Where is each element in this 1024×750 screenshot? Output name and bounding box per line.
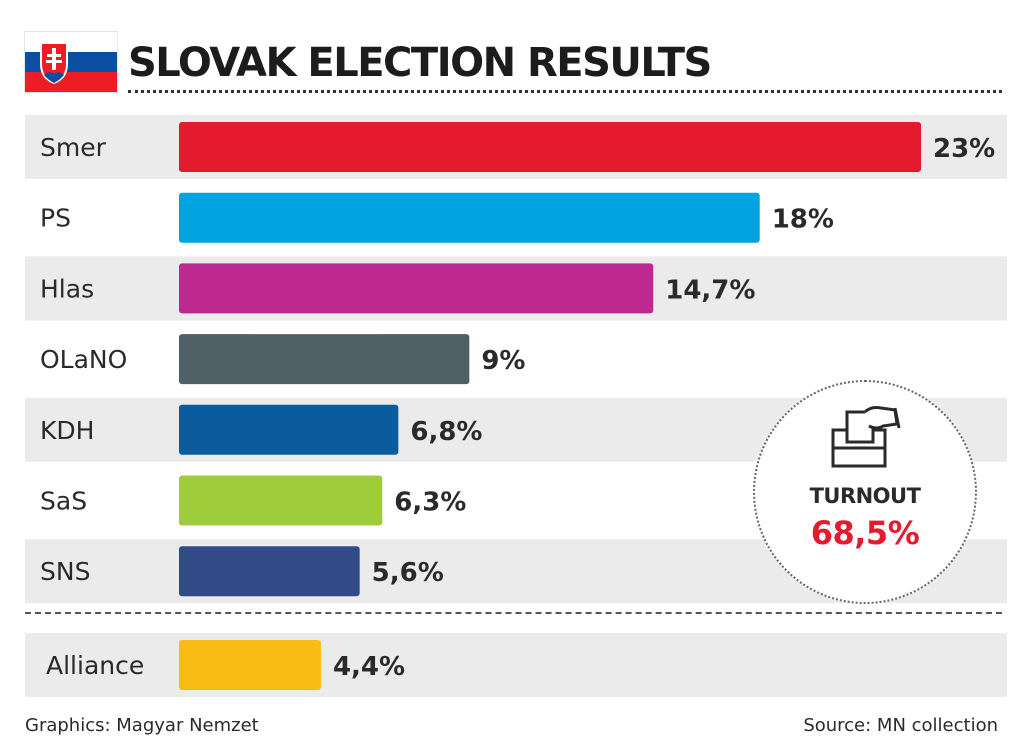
- category-label-kdh: KDH: [40, 416, 94, 445]
- category-label-olano: OLaNO: [40, 345, 127, 374]
- turnout-label: TURNOUT: [809, 484, 921, 508]
- bar-olano: [179, 334, 470, 385]
- bar-smer: [179, 122, 921, 172]
- turnout-badge: TURNOUT 68,5%: [753, 380, 977, 604]
- value-label-kdh: 6,8%: [410, 417, 482, 447]
- bar-sas: [179, 475, 383, 526]
- row-background-alliance: [25, 633, 1007, 697]
- turnout-value: 68,5%: [810, 514, 920, 552]
- value-label-olano: 9%: [481, 346, 525, 376]
- bar-ps: [179, 192, 760, 243]
- category-label-ps: PS: [40, 204, 71, 233]
- bar-hlas: [179, 263, 654, 314]
- value-label-smer: 23%: [933, 134, 995, 164]
- bar-sns: [179, 546, 360, 597]
- value-label-sas: 6,3%: [394, 488, 466, 518]
- chart-title: SLOVAK ELECTION RESULTS: [128, 40, 712, 86]
- source-credit: Source: MN collection: [803, 715, 998, 736]
- slovak-flag-icon: [25, 32, 117, 92]
- category-label-hlas: Hlas: [40, 274, 94, 303]
- title-dotted-rule: [128, 90, 1002, 93]
- value-label-alliance: 4,4%: [333, 652, 405, 682]
- value-label-sns: 5,6%: [372, 558, 444, 588]
- category-label-sas: SaS: [40, 487, 87, 516]
- graphics-credit: Graphics: Magyar Nemzet: [25, 715, 259, 736]
- bar-kdh: [179, 404, 399, 455]
- ballot-box-icon: [831, 406, 901, 468]
- bar-alliance: [179, 640, 321, 690]
- category-label-sns: SNS: [40, 557, 90, 586]
- threshold-dashed-divider: [25, 612, 1002, 614]
- value-label-ps: 18%: [772, 205, 834, 235]
- category-label-smer: Smer: [40, 133, 107, 162]
- category-label-alliance: Alliance: [46, 651, 144, 680]
- value-label-hlas: 14,7%: [665, 275, 755, 305]
